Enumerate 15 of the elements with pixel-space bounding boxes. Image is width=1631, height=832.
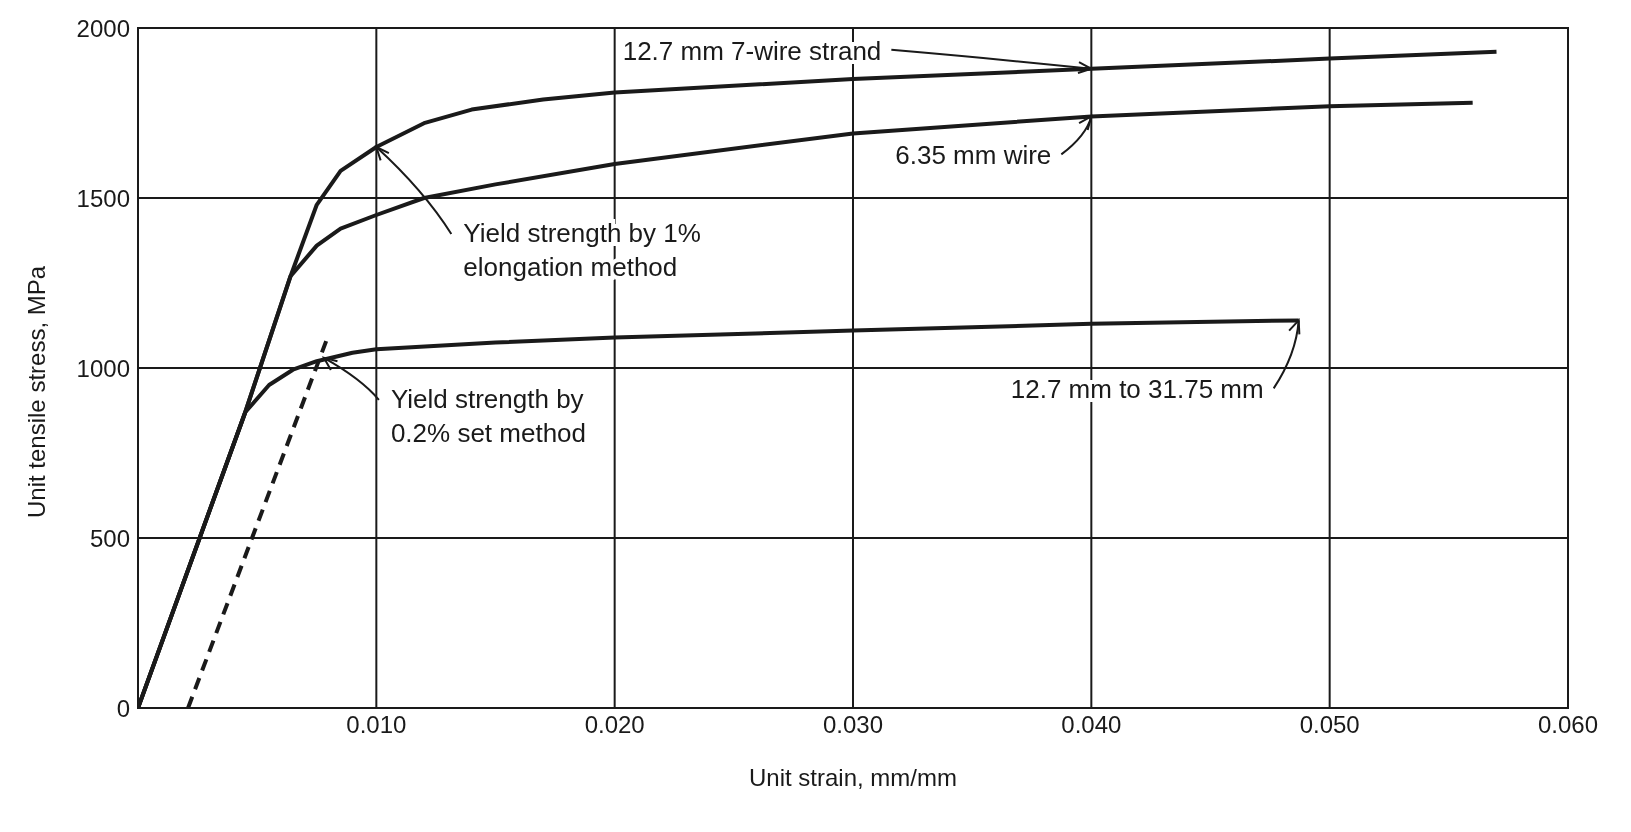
- y-tick-label: 1000: [76, 354, 130, 382]
- x-tick-label: 0.040: [1061, 711, 1122, 739]
- series-label: 6.35 mm wire: [895, 140, 1052, 171]
- annotation: Yield strength by 0.2% set method: [390, 383, 587, 448]
- x-tick-label: 0.020: [584, 711, 645, 739]
- x-tick-label: 0.030: [822, 711, 884, 739]
- y-tick-label: 1500: [76, 184, 130, 212]
- x-tick-label: 0.060: [1537, 711, 1599, 739]
- x-tick-label: 0.010: [346, 711, 407, 739]
- x-axis-title: Unit strain, mm/mm: [748, 764, 958, 791]
- y-tick-label: 2000: [76, 14, 130, 42]
- y-tick-label: 500: [89, 524, 130, 552]
- y-axis-title: Unit tensile stress, MPa: [22, 265, 50, 518]
- x-tick-label: 0.050: [1299, 711, 1360, 739]
- y-tick-label: 0: [116, 694, 130, 722]
